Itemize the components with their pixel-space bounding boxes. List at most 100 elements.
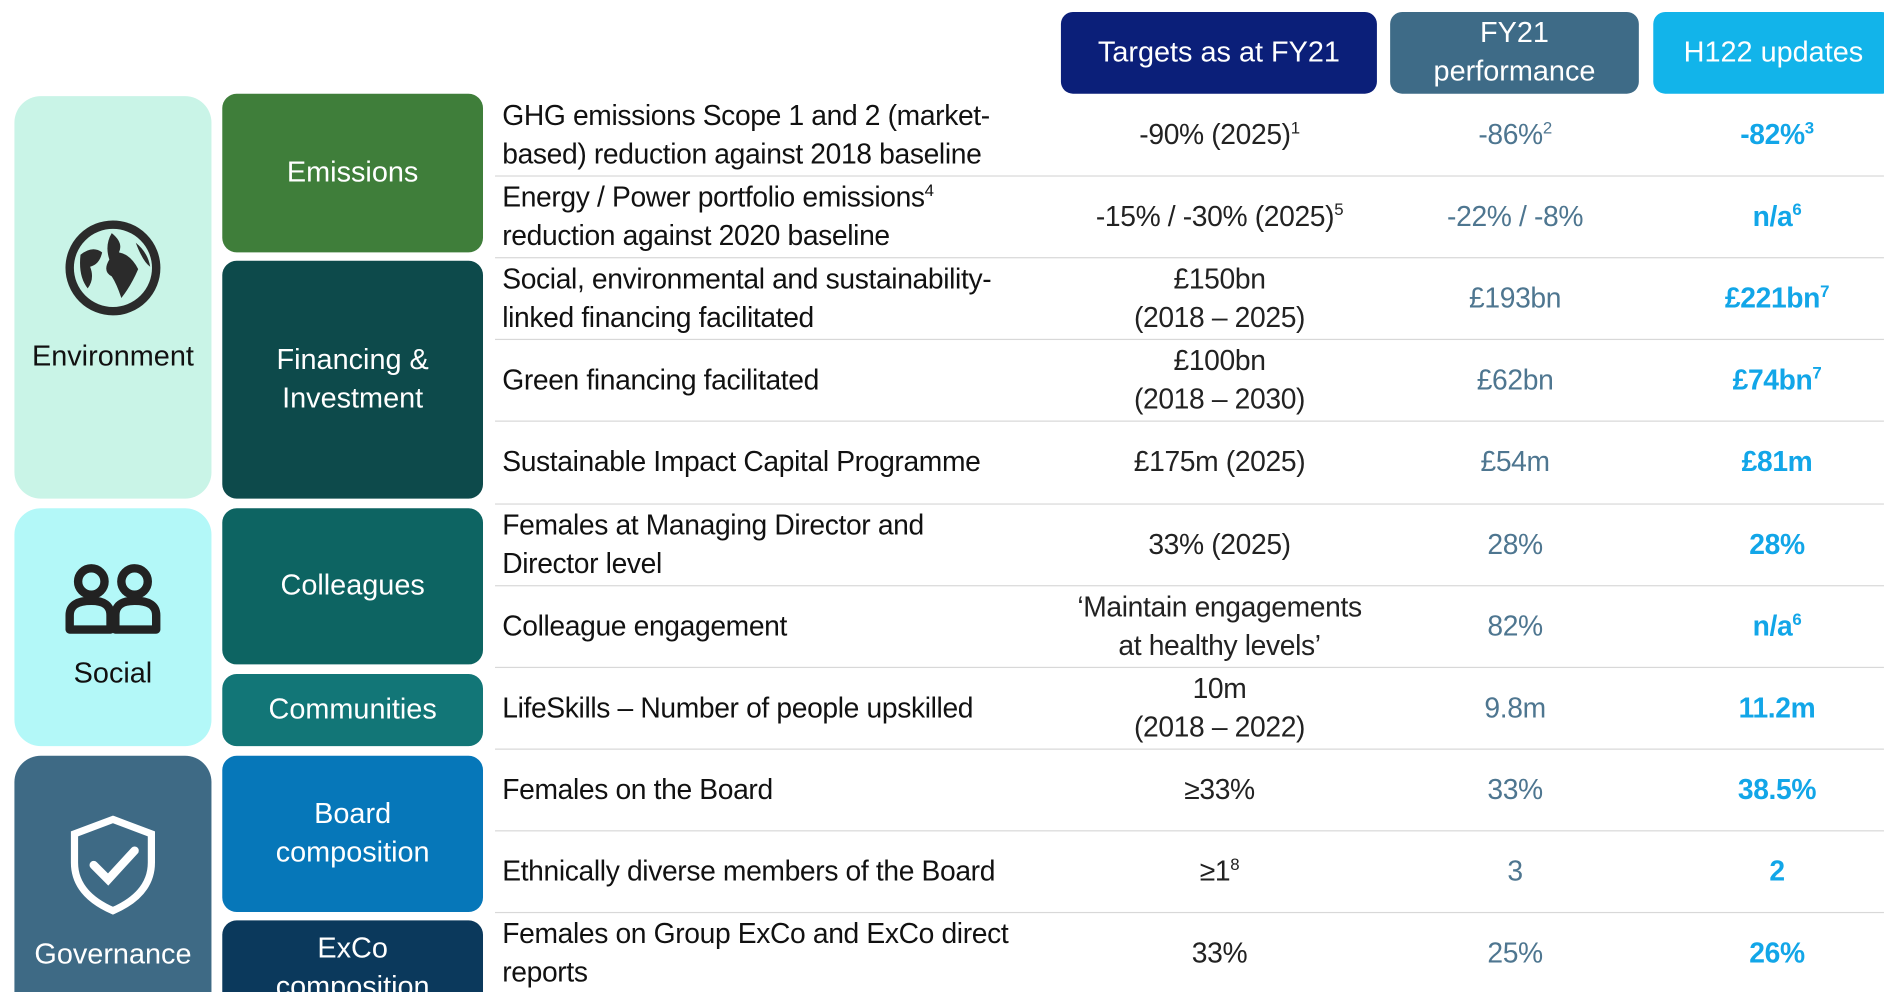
row-separator [495,175,1884,177]
cell-target: ≥33% [1043,748,1396,830]
text: -15% / -30% (2025) [1095,200,1335,233]
text-line: ‘Maintain engagements [1077,590,1362,622]
icon-shape [65,595,161,634]
text-line: Colleagues [280,569,425,602]
cell-performance: 82% [1382,585,1649,667]
icon-shape [65,563,161,634]
text-line: 33% [1191,937,1248,969]
text-line: Ethnically diverse members of the Board [502,855,996,887]
cell-performance: 33% [1382,748,1649,830]
cell-target: ≥18 [1043,830,1396,912]
column-header: Targets as at FY21 [1060,12,1377,94]
text: -82% [1740,119,1805,151]
text-line: 9.8m [1484,691,1546,723]
cell-update: -82%3 [1648,94,1883,176]
text-line: Targets as at FY21 [1097,36,1340,69]
cell-target: 33% (2025) [1043,503,1396,585]
cell-description: Females on the Board [502,748,1067,830]
cell-performance: £193bn [1382,257,1649,339]
text-line: £150bn [1173,263,1266,295]
text-line: £175m (2025) [1133,446,1306,478]
footnote-ref: 7 [1820,281,1830,301]
text-line: -22% / -8% [1447,200,1584,233]
icon-shape [70,814,155,915]
footnote-ref: 8 [1230,854,1240,874]
text-line: (2018 – 2030) [1133,383,1306,415]
icon-shape [65,220,161,316]
text-line: Females on the Board [502,773,773,805]
icon-shape [65,220,161,316]
cell-description: Sustainable Impact Capital Programme [502,421,1067,503]
subcategory: Colleagues [222,508,484,665]
cell-target: ‘Maintain engagements at healthy levels’ [1043,585,1396,667]
text-line: -82%3 [1740,115,1814,153]
text-line: 28% [1749,528,1805,560]
text-line: 33% [1487,773,1543,805]
text-line: 38.5% [1737,773,1817,805]
text-line: n/a6 [1753,606,1802,644]
text-line: Director level [502,547,662,579]
row-separator [495,502,1884,505]
row-separator [495,911,1884,914]
subcategory: Financing & Investment [222,260,484,499]
text-line: Investment [282,382,424,415]
subcategory: Emissions [222,93,484,253]
cell-description: Social, environmental and sustainability… [502,257,1067,339]
category-label: Environment [31,340,194,373]
icon-shape [80,233,151,298]
cell-target: £150bn (2018 – 2025) [1043,257,1396,339]
row-separator [495,257,1884,259]
footnote-ref: 2 [1542,117,1552,138]
footnote-ref: 1 [1290,117,1300,138]
category: Social [14,508,212,747]
text-line: -86%2 [1478,115,1552,153]
cell-description: GHG emissions Scope 1 and 2 (market-base… [502,94,1067,176]
text-line: 3 [1507,855,1523,887]
text-line: Communities [268,693,437,726]
cell-update: 2 [1648,830,1883,912]
footnote-ref: 5 [1334,199,1344,219]
cell-update: 26% [1648,912,1883,992]
text-line: Sustainable Impact Capital Programme [502,446,981,478]
row-separator [495,584,1884,586]
text-line: Females at Managing Director and [502,508,924,541]
text-line: £74bn7 [1733,361,1822,399]
cell-performance: -86%2 [1382,94,1649,176]
cell-target: £175m (2025) [1043,421,1396,503]
text-line: Colleague engagement [502,609,788,642]
text-line: Green financing facilitated [502,364,819,396]
cell-performance: 28% [1382,503,1649,585]
cell-target: 33% [1043,912,1396,992]
text-line: reports [502,956,588,988]
text-line: 10m [1192,672,1247,704]
text: £221bn [1724,282,1821,314]
cell-performance: £54m [1382,421,1649,503]
text-line: 33% (2025) [1148,528,1291,560]
category: Governance [14,755,212,992]
text-line: £54m [1480,446,1550,478]
footnote-ref: 6 [1792,608,1802,628]
cell-description: Green financing facilitated [502,339,1067,421]
cell-performance: -22% / -8% [1382,176,1649,258]
text-line: -15% / -30% (2025)5 [1095,197,1344,235]
text-line: reduction against 2020 baseline [502,220,890,252]
category-icon [64,219,163,328]
category-label: Social [73,656,153,690]
footnote-ref: 6 [1792,199,1802,219]
cell-description: Ethnically diverse members of the Board [502,830,1067,912]
icon-shape [70,814,155,915]
footnote-ref: 4 [924,180,934,200]
text-line: 28% [1487,528,1543,560]
text-line: LifeSkills – Number of people upskilled [502,691,974,723]
row-separator [495,339,1884,341]
text-line: Emissions [286,156,419,189]
text-line: linked financing facilitated [502,301,814,334]
icon-shape [117,563,152,599]
text-line: n/a6 [1753,197,1802,235]
text: n/a [1752,609,1793,642]
text-line: -90% (2025)1 [1139,115,1300,153]
cell-update: n/a6 [1648,176,1883,258]
text-line: composition [275,970,430,992]
text-line: Board [314,797,392,831]
text: -90% (2025) [1139,119,1291,151]
